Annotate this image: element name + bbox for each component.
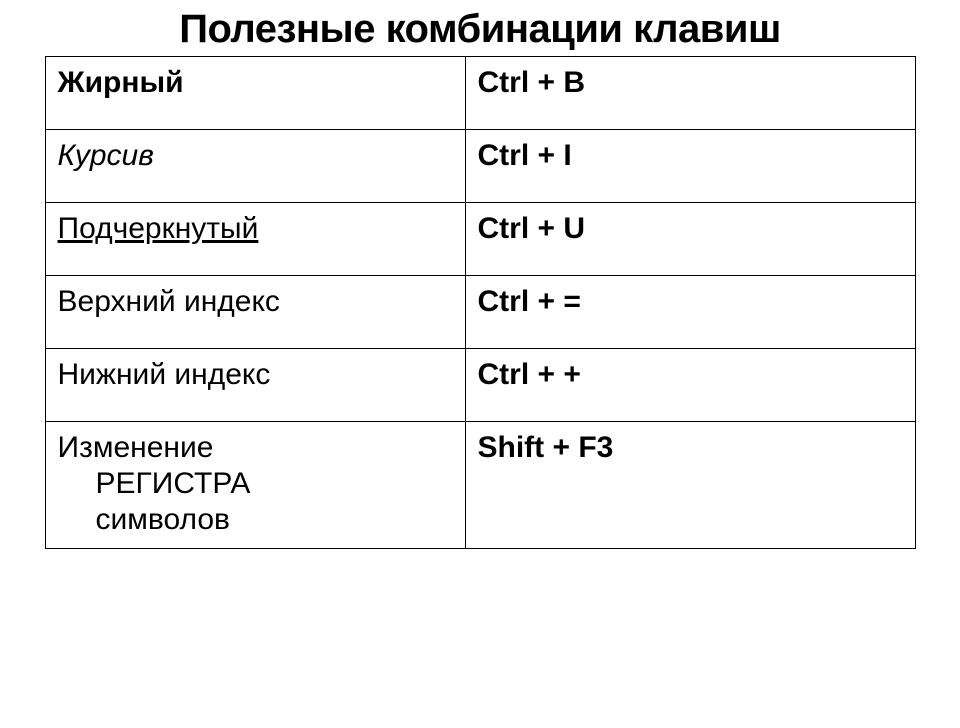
desc-underline: Подчеркнутый xyxy=(45,203,465,276)
key-bold: Ctrl + B xyxy=(465,57,915,130)
table-row: Изменение РЕГИСТРА символов Shift + F3 xyxy=(45,422,915,549)
desc-superscript: Верхний индекс xyxy=(45,276,465,349)
table-row: Жирный Ctrl + B xyxy=(45,57,915,130)
table-row: Верхний индекс Ctrl + = xyxy=(45,276,915,349)
table-row: Курсив Ctrl + I xyxy=(45,130,915,203)
key-case-change: Shift + F3 xyxy=(465,422,915,549)
page-title: Полезные комбинации клавиш xyxy=(0,8,960,50)
desc-case-line1: Изменение xyxy=(58,430,455,466)
key-underline: Ctrl + U xyxy=(465,203,915,276)
desc-italic: Курсив xyxy=(45,130,465,203)
table-row: Подчеркнутый Ctrl + U xyxy=(45,203,915,276)
shortcuts-table: Жирный Ctrl + B Курсив Ctrl + I Подчеркн… xyxy=(45,56,916,549)
key-subscript: Ctrl + + xyxy=(465,349,915,422)
key-superscript: Ctrl + = xyxy=(465,276,915,349)
desc-case-change: Изменение РЕГИСТРА символов xyxy=(45,422,465,549)
table-row: Нижний индекс Ctrl + + xyxy=(45,349,915,422)
key-italic: Ctrl + I xyxy=(465,130,915,203)
desc-case-line2: РЕГИСТРА xyxy=(58,466,455,502)
desc-subscript: Нижний индекс xyxy=(45,349,465,422)
desc-bold: Жирный xyxy=(45,57,465,130)
desc-case-line3: символов xyxy=(58,502,455,538)
page: Полезные комбинации клавиш Жирный Ctrl +… xyxy=(0,8,960,728)
